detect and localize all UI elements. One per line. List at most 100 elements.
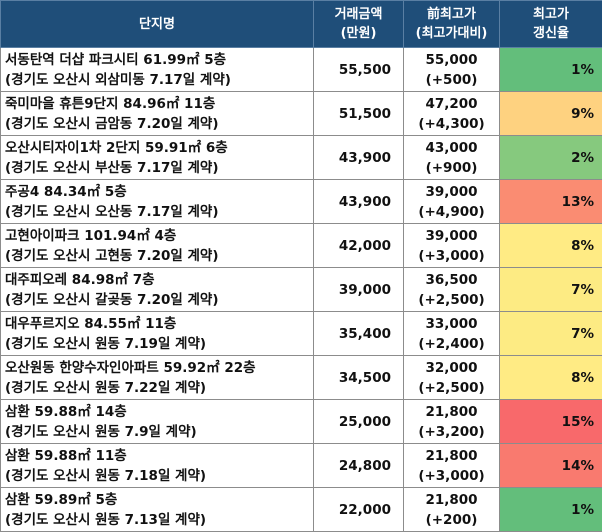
complex-title: 삼환 59.88㎡ 11층 xyxy=(5,446,309,466)
cell-trade-price: 43,900 xyxy=(314,136,404,180)
complex-title: 죽미마을 휴튼9단지 84.96㎡ 11층 xyxy=(5,94,309,114)
complex-location: (경기도 오산시 오산동 7.17일 계약) xyxy=(5,202,309,222)
cell-complex-name: 주공4 84.34㎡ 5층(경기도 오산시 오산동 7.17일 계약) xyxy=(1,180,314,224)
complex-location: (경기도 오산시 원동 7.9일 계약) xyxy=(5,422,309,442)
cell-complex-name: 서동탄역 더샵 파크시티 61.99㎡ 5층(경기도 오산시 외삼미동 7.17… xyxy=(1,48,314,92)
complex-location: (경기도 오산시 원동 7.19일 계약) xyxy=(5,334,309,354)
complex-title: 오산원동 한양수자인아파트 59.92㎡ 22층 xyxy=(5,358,309,378)
cell-update-rate: 2% xyxy=(500,136,602,180)
cell-update-rate: 7% xyxy=(500,312,602,356)
cell-complex-name: 대우푸르지오 84.55㎡ 11층(경기도 오산시 원동 7.19일 계약) xyxy=(1,312,314,356)
previous-high-diff: (+4,900) xyxy=(408,202,495,222)
cell-complex-name: 고현아이파크 101.94㎡ 4층(경기도 오산시 고현동 7.20일 계약) xyxy=(1,224,314,268)
complex-location: (경기도 오산시 고현동 7.20일 계약) xyxy=(5,246,309,266)
complex-location: (경기도 오산시 원동 7.22일 계약) xyxy=(5,378,309,398)
table-row: 오산원동 한양수자인아파트 59.92㎡ 22층(경기도 오산시 원동 7.22… xyxy=(1,356,602,400)
complex-location: (경기도 오산시 원동 7.13일 계약) xyxy=(5,510,309,530)
cell-previous-high: 36,500(+2,500) xyxy=(404,268,500,312)
table-row: 오산시티자이1차 2단지 59.91㎡ 6층(경기도 오산시 부산동 7.17일… xyxy=(1,136,602,180)
header-previous-high: 前최고가 (최고가대비) xyxy=(404,1,500,48)
header-row: 단지명 거래금액 (만원) 前최고가 (최고가대비) 최고가 갱신율 xyxy=(1,1,602,48)
cell-complex-name: 삼환 59.88㎡ 11층(경기도 오산시 원동 7.18일 계약) xyxy=(1,444,314,488)
previous-high-value: 47,200 xyxy=(408,94,495,114)
cell-update-rate: 15% xyxy=(500,400,602,444)
cell-trade-price: 51,500 xyxy=(314,92,404,136)
previous-high-diff: (+3,200) xyxy=(408,422,495,442)
cell-update-rate: 13% xyxy=(500,180,602,224)
complex-title: 삼환 59.89㎡ 5층 xyxy=(5,490,309,510)
cell-previous-high: 32,000(+2,500) xyxy=(404,356,500,400)
previous-high-diff: (+200) xyxy=(408,510,495,530)
cell-trade-price: 24,800 xyxy=(314,444,404,488)
previous-high-diff: (+4,300) xyxy=(408,114,495,134)
complex-title: 오산시티자이1차 2단지 59.91㎡ 6층 xyxy=(5,138,309,158)
previous-high-value: 21,800 xyxy=(408,490,495,510)
previous-high-value: 39,000 xyxy=(408,226,495,246)
complex-title: 대주피오레 84.98㎡ 7층 xyxy=(5,270,309,290)
cell-previous-high: 21,800(+3,200) xyxy=(404,400,500,444)
previous-high-value: 55,000 xyxy=(408,50,495,70)
previous-high-value: 36,500 xyxy=(408,270,495,290)
complex-title: 서동탄역 더샵 파크시티 61.99㎡ 5층 xyxy=(5,50,309,70)
cell-trade-price: 25,000 xyxy=(314,400,404,444)
cell-trade-price: 55,500 xyxy=(314,48,404,92)
previous-high-value: 21,800 xyxy=(408,402,495,422)
previous-high-value: 39,000 xyxy=(408,182,495,202)
previous-high-diff: (+2,500) xyxy=(408,378,495,398)
cell-previous-high: 21,800(+3,000) xyxy=(404,444,500,488)
cell-complex-name: 대주피오레 84.98㎡ 7층(경기도 오산시 갈곶동 7.20일 계약) xyxy=(1,268,314,312)
cell-previous-high: 43,000(+900) xyxy=(404,136,500,180)
cell-update-rate: 9% xyxy=(500,92,602,136)
complex-location: (경기도 오산시 갈곶동 7.20일 계약) xyxy=(5,290,309,310)
cell-previous-high: 39,000(+4,900) xyxy=(404,180,500,224)
table-row: 주공4 84.34㎡ 5층(경기도 오산시 오산동 7.17일 계약)43,90… xyxy=(1,180,602,224)
cell-previous-high: 39,000(+3,000) xyxy=(404,224,500,268)
previous-high-diff: (+3,000) xyxy=(408,246,495,266)
cell-previous-high: 55,000(+500) xyxy=(404,48,500,92)
table-row: 죽미마을 휴튼9단지 84.96㎡ 11층(경기도 오산시 금암동 7.20일 … xyxy=(1,92,602,136)
previous-high-diff: (+500) xyxy=(408,70,495,90)
cell-trade-price: 39,000 xyxy=(314,268,404,312)
table-row: 대우푸르지오 84.55㎡ 11층(경기도 오산시 원동 7.19일 계약)35… xyxy=(1,312,602,356)
complex-title: 주공4 84.34㎡ 5층 xyxy=(5,182,309,202)
cell-update-rate: 14% xyxy=(500,444,602,488)
header-update-rate: 최고가 갱신율 xyxy=(500,1,602,48)
table-row: 삼환 59.88㎡ 11층(경기도 오산시 원동 7.18일 계약)24,800… xyxy=(1,444,602,488)
complex-title: 대우푸르지오 84.55㎡ 11층 xyxy=(5,314,309,334)
previous-high-diff: (+900) xyxy=(408,158,495,178)
cell-update-rate: 8% xyxy=(500,224,602,268)
cell-update-rate: 7% xyxy=(500,268,602,312)
complex-location: (경기도 오산시 외삼미동 7.17일 계약) xyxy=(5,70,309,90)
cell-previous-high: 47,200(+4,300) xyxy=(404,92,500,136)
previous-high-value: 33,000 xyxy=(408,314,495,334)
cell-previous-high: 33,000(+2,400) xyxy=(404,312,500,356)
previous-high-diff: (+2,400) xyxy=(408,334,495,354)
header-complex-name: 단지명 xyxy=(1,1,314,48)
cell-update-rate: 8% xyxy=(500,356,602,400)
table-row: 대주피오레 84.98㎡ 7층(경기도 오산시 갈곶동 7.20일 계약)39,… xyxy=(1,268,602,312)
cell-complex-name: 죽미마을 휴튼9단지 84.96㎡ 11층(경기도 오산시 금암동 7.20일 … xyxy=(1,92,314,136)
cell-complex-name: 오산시티자이1차 2단지 59.91㎡ 6층(경기도 오산시 부산동 7.17일… xyxy=(1,136,314,180)
table-row: 서동탄역 더샵 파크시티 61.99㎡ 5층(경기도 오산시 외삼미동 7.17… xyxy=(1,48,602,92)
cell-trade-price: 35,400 xyxy=(314,312,404,356)
complex-title: 삼환 59.88㎡ 14층 xyxy=(5,402,309,422)
previous-high-value: 21,800 xyxy=(408,446,495,466)
cell-trade-price: 43,900 xyxy=(314,180,404,224)
complex-location: (경기도 오산시 부산동 7.17일 계약) xyxy=(5,158,309,178)
table-row: 고현아이파크 101.94㎡ 4층(경기도 오산시 고현동 7.20일 계약)4… xyxy=(1,224,602,268)
complex-location: (경기도 오산시 금암동 7.20일 계약) xyxy=(5,114,309,134)
complex-title: 고현아이파크 101.94㎡ 4층 xyxy=(5,226,309,246)
cell-complex-name: 오산원동 한양수자인아파트 59.92㎡ 22층(경기도 오산시 원동 7.22… xyxy=(1,356,314,400)
cell-trade-price: 42,000 xyxy=(314,224,404,268)
cell-update-rate: 1% xyxy=(500,48,602,92)
previous-high-diff: (+3,000) xyxy=(408,466,495,486)
previous-high-value: 32,000 xyxy=(408,358,495,378)
previous-high-diff: (+2,500) xyxy=(408,290,495,310)
cell-complex-name: 삼환 59.88㎡ 14층(경기도 오산시 원동 7.9일 계약) xyxy=(1,400,314,444)
previous-high-value: 43,000 xyxy=(408,138,495,158)
complex-location: (경기도 오산시 원동 7.18일 계약) xyxy=(5,466,309,486)
cell-trade-price: 34,500 xyxy=(314,356,404,400)
header-trade-price: 거래금액 (만원) xyxy=(314,1,404,48)
